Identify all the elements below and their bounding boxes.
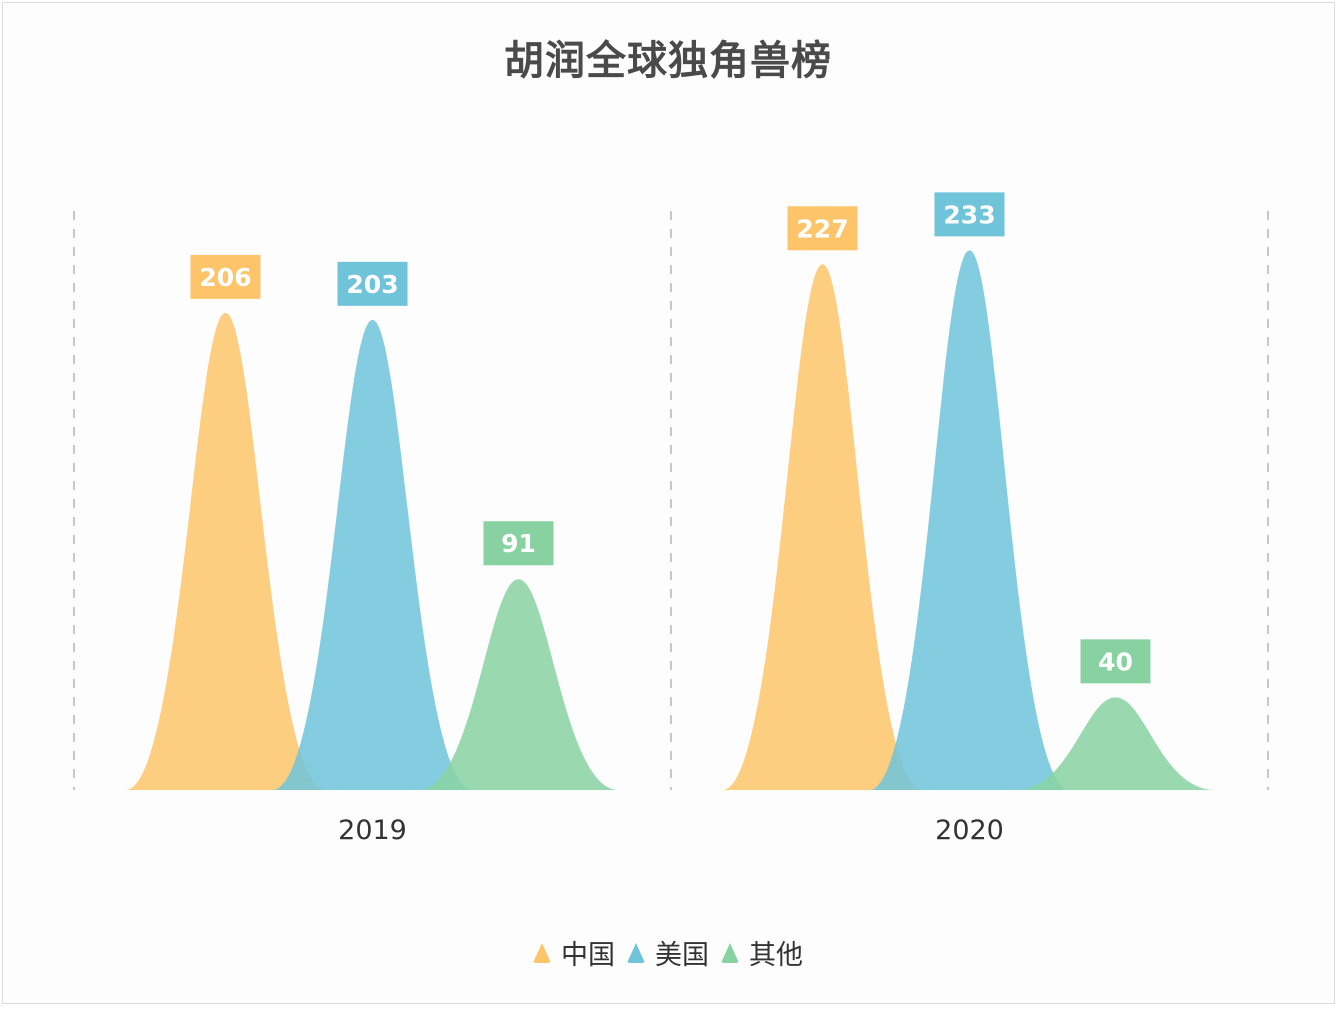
data-label-text: 233 <box>943 200 995 229</box>
data-label: 206 <box>190 254 261 299</box>
data-label: 227 <box>787 206 858 251</box>
data-label: 91 <box>483 521 554 566</box>
legend-item[interactable]: 其他 <box>721 933 803 972</box>
data-label-box <box>934 192 1005 237</box>
triangle-icon <box>533 942 551 963</box>
triangle-icon <box>627 942 645 963</box>
data-label: 233 <box>934 192 1005 237</box>
bar-美国-2020[interactable] <box>869 250 1070 791</box>
chart-title: 胡润全球独角兽榜 <box>504 38 832 84</box>
bar-中国-2019[interactable] <box>125 312 326 790</box>
bar-美国-2019[interactable] <box>272 319 473 790</box>
x-tick-label: 2019 <box>338 815 407 846</box>
x-tick-label: 2020 <box>935 815 1004 846</box>
legend-item[interactable]: 中国 <box>533 933 615 972</box>
data-label: 203 <box>337 261 408 306</box>
legend-label: 美国 <box>655 940 709 971</box>
triangle-icon <box>721 942 739 963</box>
data-label-text: 91 <box>501 529 536 558</box>
bar-其他-2019[interactable] <box>418 579 619 790</box>
data-label-text: 40 <box>1098 647 1133 676</box>
data-label-text: 203 <box>346 270 398 299</box>
data-label-box <box>190 254 261 299</box>
legend: 中国 美国 其他 <box>0 933 1336 972</box>
bar-其他-2020[interactable] <box>1015 697 1216 790</box>
legend-label: 其他 <box>749 940 803 971</box>
data-label-text: 227 <box>796 214 848 243</box>
data-label-box <box>337 261 408 306</box>
legend-label: 中国 <box>561 940 615 971</box>
data-label-box <box>483 521 554 566</box>
data-label-box <box>787 206 858 251</box>
bar-中国-2020[interactable] <box>722 264 923 790</box>
legend-item[interactable]: 美国 <box>627 933 709 972</box>
data-label-box <box>1080 639 1151 684</box>
data-label-text: 206 <box>199 263 251 292</box>
data-label: 40 <box>1080 639 1151 684</box>
